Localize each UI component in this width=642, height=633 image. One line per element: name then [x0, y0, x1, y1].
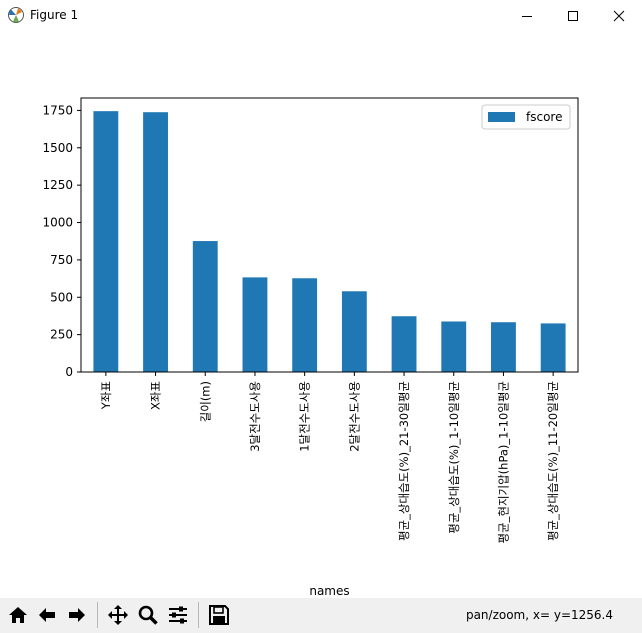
save-button[interactable] — [205, 601, 232, 628]
y-tick-label: 750 — [50, 253, 73, 267]
bar — [391, 316, 417, 372]
y-tick-label: 1000 — [42, 216, 73, 230]
bar-chart: 0 250 500 750 1000 1250 1500 1750 Y좌표 X좌표 길이(m) 3달전… — [42, 97, 579, 598]
status-readout: pan/zoom, x= y=1256.4 — [465, 608, 613, 622]
title-bar: Figure 1 — [0, 0, 642, 32]
y-tick-label: 1750 — [42, 103, 73, 117]
zoom-button[interactable] — [134, 601, 161, 628]
legend-swatch — [488, 112, 515, 122]
move-icon — [107, 604, 128, 625]
navigation-toolbar: pan/zoom, x= y=1256.4 — [0, 598, 642, 633]
y-tick-label: 0 — [65, 365, 73, 379]
x-tick-label: 3달전수도사용 — [248, 381, 262, 452]
bar — [292, 278, 318, 372]
back-arrow-icon — [38, 607, 55, 622]
x-tick-label: 길이(m) — [198, 381, 212, 422]
legend-box — [481, 104, 571, 130]
bar — [192, 241, 218, 372]
save-icon — [208, 604, 229, 625]
x-tick-label: 평균_상대습도(%)_11-20일평균 — [546, 381, 560, 541]
configure-subplots-button[interactable] — [164, 601, 191, 628]
toolbar-separator — [198, 602, 199, 628]
x-tick-label: 2달전수도사용 — [347, 381, 361, 452]
y-tick-label: 1500 — [42, 141, 73, 155]
pan-button[interactable] — [104, 601, 131, 628]
configure-subplots-icon — [168, 606, 187, 623]
minimize-button[interactable] — [504, 0, 550, 32]
close-icon — [613, 10, 625, 22]
plot-frame — [80, 97, 579, 373]
x-tick-label: 평균_현지기압(hPa)_1-10일평균 — [496, 381, 510, 544]
zoom-icon — [138, 605, 158, 625]
x-tick-label: X좌표 — [149, 381, 163, 410]
close-button[interactable] — [596, 0, 642, 32]
y-tick-label: 1250 — [42, 178, 73, 192]
bar — [341, 291, 367, 372]
bar — [143, 112, 168, 373]
legend-label: fscore — [526, 110, 562, 124]
back-button[interactable] — [33, 601, 60, 628]
maximize-icon — [568, 11, 578, 21]
x-tick-label: Y좌표 — [99, 381, 113, 410]
home-button[interactable] — [4, 601, 31, 628]
y-tick-label: 500 — [50, 290, 73, 304]
window-title: Figure 1 — [30, 8, 79, 22]
home-icon — [8, 606, 27, 623]
maximize-button[interactable] — [550, 0, 596, 32]
bar — [93, 111, 119, 372]
x-tick-label: 평균_상대습도(%)_1-10일평균 — [447, 381, 461, 534]
x-axis-label: names — [309, 584, 349, 598]
forward-button[interactable] — [63, 601, 90, 628]
bar — [491, 322, 516, 372]
toolbar-separator — [97, 602, 98, 628]
x-tick-label: 평균_상대습도(%)_21-30일평균 — [397, 381, 411, 541]
y-tick-label: 250 — [50, 328, 73, 342]
bar — [540, 323, 566, 372]
figure-canvas[interactable]: 0 250 500 750 1000 1250 1500 1750 Y좌표 X좌표 길이(m) 3달전… — [0, 32, 642, 598]
bar — [242, 277, 268, 372]
matplotlib-app-icon — [8, 7, 24, 23]
x-tick-label: 1달전수도사용 — [298, 381, 312, 452]
bar — [441, 321, 467, 372]
minimize-icon — [522, 16, 532, 17]
forward-arrow-icon — [68, 607, 85, 622]
